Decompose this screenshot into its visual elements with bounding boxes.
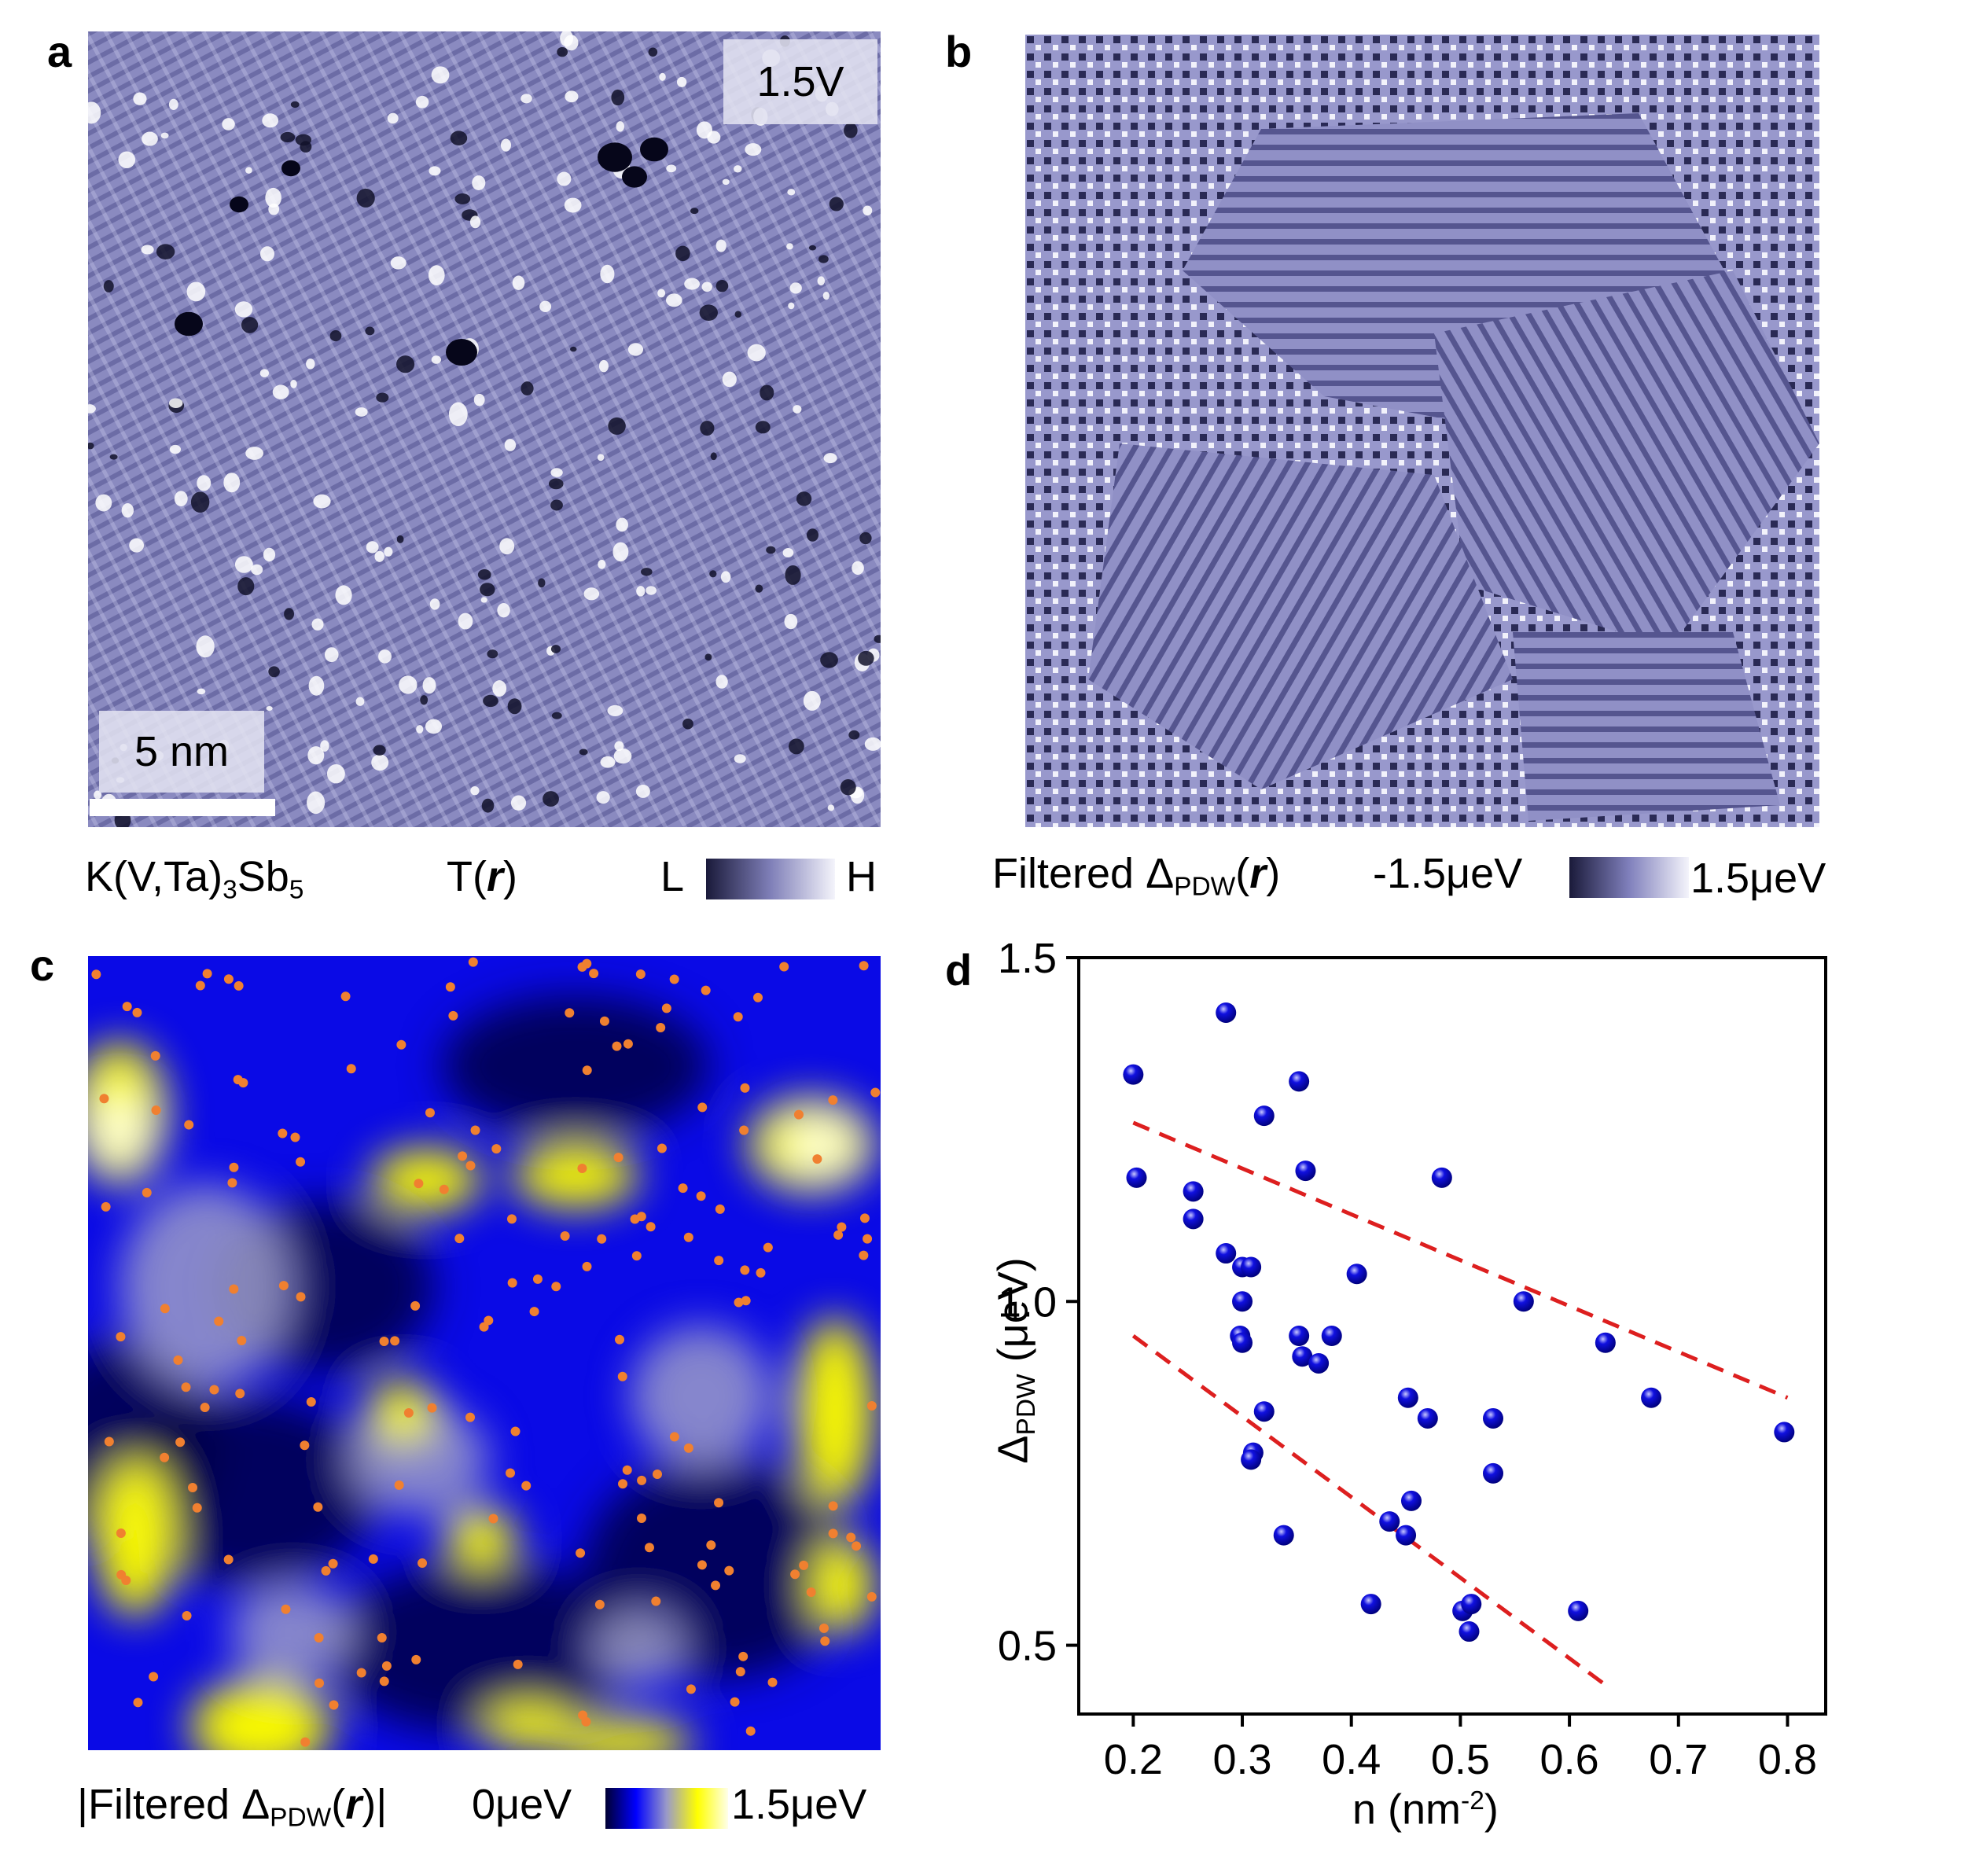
data-point xyxy=(1126,1167,1147,1188)
y-tick-label: 0.5 xyxy=(998,1623,1057,1670)
trend-line xyxy=(1132,1120,1789,1400)
data-point xyxy=(1513,1291,1534,1312)
data-point xyxy=(1568,1600,1589,1621)
colorbar-a-high-label: H xyxy=(846,853,877,900)
data-point xyxy=(1431,1167,1452,1188)
panel-a-letter: a xyxy=(47,27,72,76)
y-tick-label: 1.0 xyxy=(998,1278,1057,1326)
scale-bar xyxy=(90,799,275,816)
data-point xyxy=(1292,1346,1313,1367)
filtered-pdw-label: Filtered ΔPDW(r) xyxy=(992,850,1281,902)
pdw-amplitude-map-image xyxy=(88,956,881,1750)
data-point xyxy=(1232,1291,1253,1312)
y-tick-label: 1.5 xyxy=(998,935,1057,982)
colorbar-c xyxy=(605,1788,728,1829)
data-point xyxy=(1241,1449,1262,1470)
data-point xyxy=(1289,1326,1310,1346)
data-point xyxy=(1273,1525,1294,1546)
data-point xyxy=(1379,1511,1400,1532)
data-point xyxy=(1483,1407,1504,1429)
data-point xyxy=(1459,1621,1480,1642)
colorbar-a-low-label: L xyxy=(660,853,685,900)
x-tick-label: 0.5 xyxy=(1431,1736,1490,1783)
x-axis-label: n (nm-2) xyxy=(1352,1786,1499,1834)
data-point xyxy=(1216,1002,1237,1023)
data-point xyxy=(1595,1332,1616,1353)
data-point xyxy=(1360,1594,1381,1615)
scale-bar-text: 5 nm xyxy=(134,728,230,775)
pdw-amplitude-map xyxy=(88,956,881,1750)
pdw-amplitude-label: |Filtered ΔPDW(r)| xyxy=(77,1781,388,1833)
data-point xyxy=(1183,1181,1204,1202)
y-axis-label: ΔPDW (μeV) xyxy=(989,1257,1041,1464)
data-point xyxy=(1483,1462,1504,1484)
data-point xyxy=(1289,1071,1310,1092)
colorbar-b-low-label: -1.5μeV xyxy=(1373,850,1523,897)
data-point xyxy=(1123,1064,1144,1085)
colorbar-b xyxy=(1569,857,1689,898)
x-tick-label: 0.2 xyxy=(1104,1736,1163,1783)
colorbar-a xyxy=(706,859,835,899)
data-point xyxy=(1232,1332,1253,1353)
data-point xyxy=(1346,1264,1367,1285)
trend-line xyxy=(1131,1333,1609,1689)
colorbar-c-high-label: 1.5μeV xyxy=(731,1781,867,1828)
panel-b-letter: b xyxy=(945,27,973,76)
bias-voltage-label: 1.5V xyxy=(723,39,877,124)
x-tick-label: 0.7 xyxy=(1649,1736,1708,1783)
data-point xyxy=(1397,1387,1418,1408)
data-point xyxy=(1241,1256,1262,1278)
data-point xyxy=(1308,1352,1330,1374)
filtered-pdw-map-image xyxy=(1025,35,1819,827)
topography-map: 1.5V 5 nm xyxy=(88,31,881,827)
panel-c-letter: c xyxy=(30,940,55,990)
plot-frame xyxy=(1077,956,1827,1716)
data-point xyxy=(1774,1422,1795,1443)
scale-bar-label: 5 nm xyxy=(99,711,264,793)
x-tick-label: 0.3 xyxy=(1212,1736,1271,1783)
data-point xyxy=(1216,1243,1237,1264)
data-point xyxy=(1641,1387,1662,1408)
data-point xyxy=(1183,1208,1204,1230)
x-tick-label: 0.8 xyxy=(1758,1736,1817,1783)
data-point xyxy=(1417,1407,1438,1429)
colorbar-c-low-label: 0μeV xyxy=(472,1781,572,1828)
filtered-pdw-map xyxy=(1025,35,1819,827)
data-point xyxy=(1400,1490,1422,1511)
data-point xyxy=(1396,1525,1417,1546)
colorbar-b-high-label: 1.5μeV xyxy=(1690,855,1826,902)
panel-d-letter: d xyxy=(945,945,973,995)
topography-map-label: T(r) xyxy=(447,853,517,900)
x-tick-label: 0.6 xyxy=(1540,1736,1599,1783)
data-point xyxy=(1253,1105,1275,1127)
topography-map-image xyxy=(88,31,881,827)
data-point xyxy=(1321,1326,1342,1346)
data-point xyxy=(1253,1401,1275,1422)
x-tick-label: 0.4 xyxy=(1322,1736,1381,1783)
material-label: K(V,Ta)3Sb5 xyxy=(85,853,304,905)
bias-voltage-text: 1.5V xyxy=(756,58,844,105)
data-point xyxy=(1295,1161,1316,1182)
data-point xyxy=(1461,1594,1482,1615)
